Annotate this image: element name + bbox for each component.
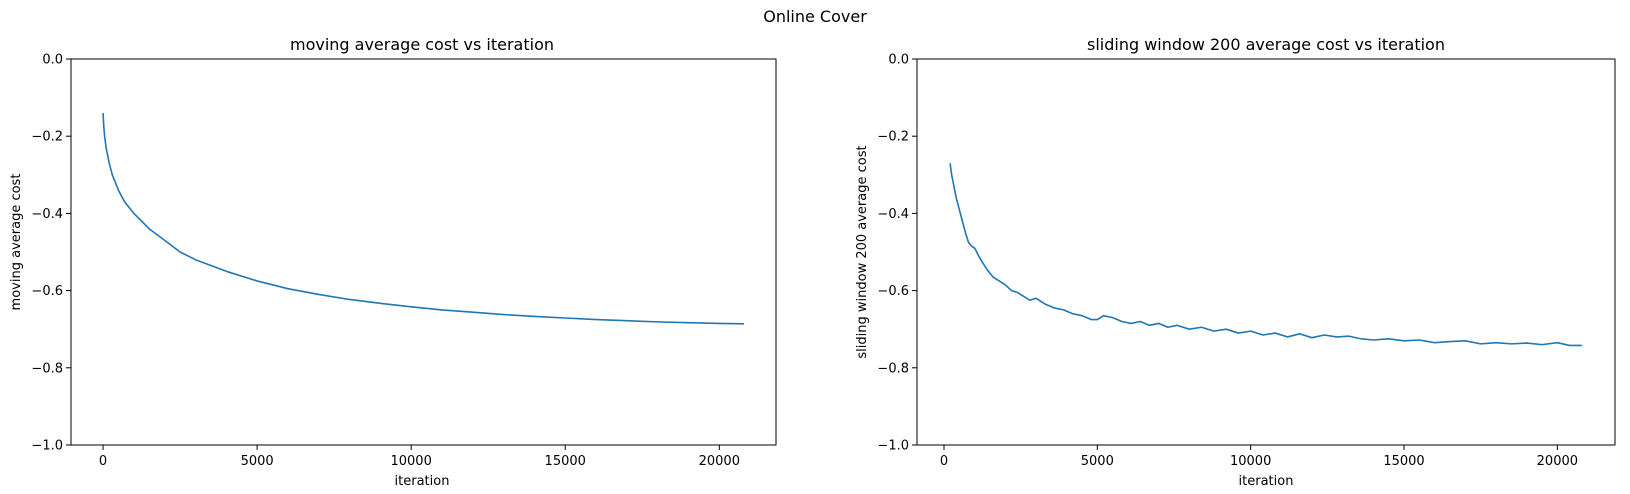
right-x-tick-label: 5000 [1081,454,1114,469]
left-series-line [102,112,744,325]
right-x-tick-label: 0 [940,454,948,469]
left-y-tick-label: −0.4 [31,207,63,222]
right-x-axis-label: iteration [1239,474,1294,489]
right-y-axis-label: sliding window 200 average cost [855,145,870,358]
right-y-tick-label: −0.8 [877,361,909,376]
left-y-tick-label: 0.0 [42,53,63,68]
right-axis-ticks: 0 5000 10000 15000 20000 −1.0 −0.8 −0.6 −0.4 −0.2… [877,53,1578,470]
left-y-tick-label: −0.8 [31,361,63,376]
figure-suptitle: Online Cover [763,7,867,26]
right-series-line [949,163,1582,347]
left-x-axis-label: iteration [395,474,450,489]
right-y-tick-label: −0.4 [877,207,909,222]
left-x-tick-label: 10000 [390,454,431,469]
right-x-tick-label: 15000 [1383,454,1424,469]
left-y-tick-label: −0.6 [31,284,63,299]
right-plot-frame [916,58,1616,446]
left-subplot: moving average cost vs iteration iterati… [9,35,777,489]
right-y-tick-label: −1.0 [877,439,909,454]
right-subplot: sliding window 200 average cost vs itera… [855,35,1616,489]
left-y-axis-label: moving average cost [9,174,24,311]
right-chart-title: sliding window 200 average cost vs itera… [1087,35,1445,54]
right-y-tick-label: −0.6 [877,284,909,299]
left-plot-frame [70,58,777,446]
left-y-tick-label: −0.2 [31,130,63,145]
left-chart-title: moving average cost vs iteration [290,35,554,54]
left-x-tick-label: 20000 [699,454,740,469]
right-x-tick-label: 10000 [1230,454,1271,469]
left-x-tick-label: 5000 [241,454,274,469]
left-x-tick-label: 15000 [545,454,586,469]
right-y-tick-label: 0.0 [888,53,909,68]
left-x-tick-label: 0 [99,454,107,469]
right-y-tick-label: −0.2 [877,130,909,145]
left-y-tick-label: −1.0 [31,439,63,454]
left-axis-ticks: 0 5000 10000 15000 20000 −1.0 −0.8 −0.6 −0.4 −0.2… [31,53,740,470]
right-x-tick-label: 20000 [1537,454,1578,469]
